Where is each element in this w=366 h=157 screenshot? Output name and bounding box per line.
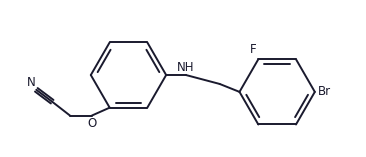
Text: F: F <box>250 43 256 56</box>
Text: NH: NH <box>177 61 195 74</box>
Text: Br: Br <box>318 85 331 98</box>
Text: O: O <box>87 116 96 130</box>
Text: N: N <box>27 76 35 89</box>
